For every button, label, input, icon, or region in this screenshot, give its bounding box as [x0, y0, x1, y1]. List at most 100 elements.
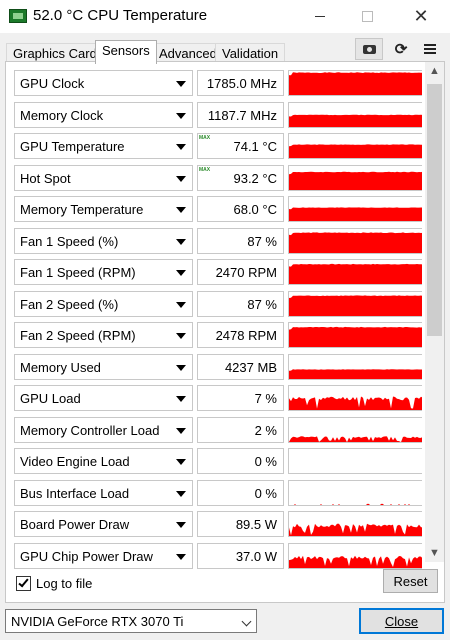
sensor-value: 74.1 °C: [233, 139, 277, 154]
sensor-value-box[interactable]: MAX 74.1 °C: [197, 133, 284, 159]
sensor-name: Memory Used: [20, 359, 101, 375]
maximize-icon: [361, 11, 373, 22]
sensor-name-dropdown[interactable]: Memory Temperature: [14, 196, 193, 222]
title-bar[interactable]: 52.0 °C CPU Temperature ✕: [0, 0, 450, 33]
reset-button[interactable]: Reset: [383, 569, 438, 593]
graph-fill: [289, 396, 422, 410]
sensor-graph: [288, 385, 422, 411]
gpu-select-value: NVIDIA GeForce RTX 3070 Ti: [11, 614, 184, 629]
sensor-name-dropdown[interactable]: Fan 1 Speed (RPM): [14, 259, 193, 285]
sensor-value-box[interactable]: 4237 MB: [197, 353, 284, 380]
sensor-value: 37.0 W: [235, 548, 277, 564]
close-icon: ✕: [413, 6, 429, 26]
sensor-value-box[interactable]: 7 %: [197, 385, 284, 411]
sensor-value-box[interactable]: 2478 RPM: [197, 322, 284, 348]
scroll-down-icon[interactable]: ▼: [429, 547, 440, 559]
scroll-thumb[interactable]: [427, 84, 442, 336]
chevron-down-icon: [241, 616, 252, 627]
sensor-row: Memory Used 4237 MB: [14, 353, 422, 380]
sensor-row: Memory Controller Load 2 %: [14, 416, 422, 443]
graph-fill: [289, 171, 422, 190]
sensor-list: GPU Clock 1785.0 MHz Memory Clock 1187.7 MH…: [14, 70, 422, 570]
gpu-select[interactable]: NVIDIA GeForce RTX 3070 Ti: [5, 609, 257, 633]
sensor-value-box[interactable]: MAX 93.2 °C: [197, 164, 284, 191]
sensor-name-dropdown[interactable]: Memory Controller Load: [14, 416, 193, 443]
sensor-graph: [288, 416, 422, 443]
sensor-name: Memory Temperature: [20, 202, 144, 217]
sensor-row: GPU Chip Power Draw 37.0 W: [14, 542, 422, 569]
sensor-row: Hot Spot MAX 93.2 °C: [14, 164, 422, 191]
sensor-graph: [288, 133, 422, 159]
graph-fill: [289, 435, 422, 442]
sensor-row: Video Engine Load 0 %: [14, 448, 422, 474]
sensor-graph: [288, 542, 422, 569]
sensor-row: Board Power Draw 89.5 W: [14, 511, 422, 537]
sensor-name-dropdown[interactable]: Fan 1 Speed (%): [14, 227, 193, 254]
sensor-value: 2 %: [254, 422, 277, 438]
sensor-name-dropdown[interactable]: Bus Interface Load: [14, 479, 193, 506]
tab-sensors[interactable]: Sensors: [95, 40, 157, 64]
close-window-button[interactable]: ✕: [398, 0, 444, 33]
sensor-name: Fan 1 Speed (%): [20, 233, 119, 249]
screenshot-button[interactable]: [355, 38, 383, 60]
sensor-value: 1785.0 MHz: [206, 76, 277, 91]
tab-graphics-card[interactable]: Graphics Card: [6, 43, 104, 63]
sensor-name-dropdown[interactable]: Memory Used: [14, 353, 193, 380]
sensor-value-box[interactable]: 68.0 °C: [197, 196, 284, 222]
refresh-button[interactable]: ⟳: [387, 38, 415, 60]
log-to-file-label: Log to file: [36, 575, 93, 591]
sensor-value-box[interactable]: 1187.7 MHz: [197, 101, 284, 128]
graph-fill: [289, 144, 422, 158]
dropdown-arrow-icon: [176, 175, 186, 182]
sensor-row: Fan 2 Speed (%) 87 %: [14, 290, 422, 317]
dropdown-arrow-icon: [176, 144, 186, 150]
log-to-file-checkbox[interactable]: [16, 575, 31, 591]
graph-fill: [289, 368, 422, 379]
sensor-name-dropdown[interactable]: Board Power Draw: [14, 511, 193, 537]
sensor-name-dropdown[interactable]: Fan 2 Speed (RPM): [14, 322, 193, 348]
max-indicator: MAX: [199, 135, 211, 141]
scroll-up-icon[interactable]: ▲: [429, 65, 440, 77]
sensor-value-box[interactable]: 1785.0 MHz: [197, 70, 284, 96]
sensor-name-dropdown[interactable]: Fan 2 Speed (%): [14, 290, 193, 317]
sensor-name-dropdown[interactable]: Hot Spot: [14, 164, 193, 191]
sensor-name-dropdown[interactable]: Video Engine Load: [14, 448, 193, 474]
graph-fill: [289, 263, 422, 284]
sensor-value-box[interactable]: 87 %: [197, 227, 284, 254]
sensor-value-box[interactable]: 2 %: [197, 416, 284, 443]
sensor-value-box[interactable]: 37.0 W: [197, 542, 284, 569]
sensor-value: 0 %: [254, 485, 277, 501]
minimize-button[interactable]: [297, 0, 343, 33]
maximize-button[interactable]: [344, 0, 390, 33]
tab-validation[interactable]: Validation: [215, 43, 286, 63]
sensor-value-box[interactable]: 0 %: [197, 479, 284, 506]
dropdown-arrow-icon: [176, 207, 186, 213]
vertical-scrollbar[interactable]: ▲ ▼: [425, 62, 444, 562]
camera-icon: [362, 44, 376, 54]
tab-advanced[interactable]: Advanced: [152, 43, 224, 63]
sensor-value-box[interactable]: 89.5 W: [197, 511, 284, 537]
log-to-file-option[interactable]: Log to file: [16, 573, 92, 593]
sensor-row: Fan 1 Speed (RPM) 2470 RPM: [14, 259, 422, 285]
sensor-value-box[interactable]: 87 %: [197, 290, 284, 317]
menu-button[interactable]: [416, 38, 444, 60]
sensor-value-box[interactable]: 0 %: [197, 448, 284, 474]
sensor-name-dropdown[interactable]: GPU Chip Power Draw: [14, 542, 193, 569]
sensor-name-dropdown[interactable]: GPU Temperature: [14, 133, 193, 159]
sensor-name-dropdown[interactable]: GPU Load: [14, 385, 193, 411]
sensor-graph: [288, 70, 422, 96]
sensor-value: 0 %: [254, 454, 277, 469]
sensor-name-dropdown[interactable]: GPU Clock: [14, 70, 193, 96]
sensor-name-dropdown[interactable]: Memory Clock: [14, 101, 193, 128]
sensor-row: Fan 1 Speed (%) 87 %: [14, 227, 422, 254]
sensor-value: 2478 RPM: [215, 328, 277, 343]
graph-fill: [289, 114, 422, 127]
minimize-icon: [315, 16, 325, 17]
dropdown-arrow-icon: [176, 301, 186, 308]
sensor-graph: [288, 479, 422, 506]
close-button[interactable]: Close: [359, 608, 444, 634]
sensor-value: 7 %: [254, 391, 277, 406]
dropdown-arrow-icon: [176, 490, 186, 497]
sensor-value-box[interactable]: 2470 RPM: [197, 259, 284, 285]
sensor-value: 93.2 °C: [233, 170, 277, 186]
